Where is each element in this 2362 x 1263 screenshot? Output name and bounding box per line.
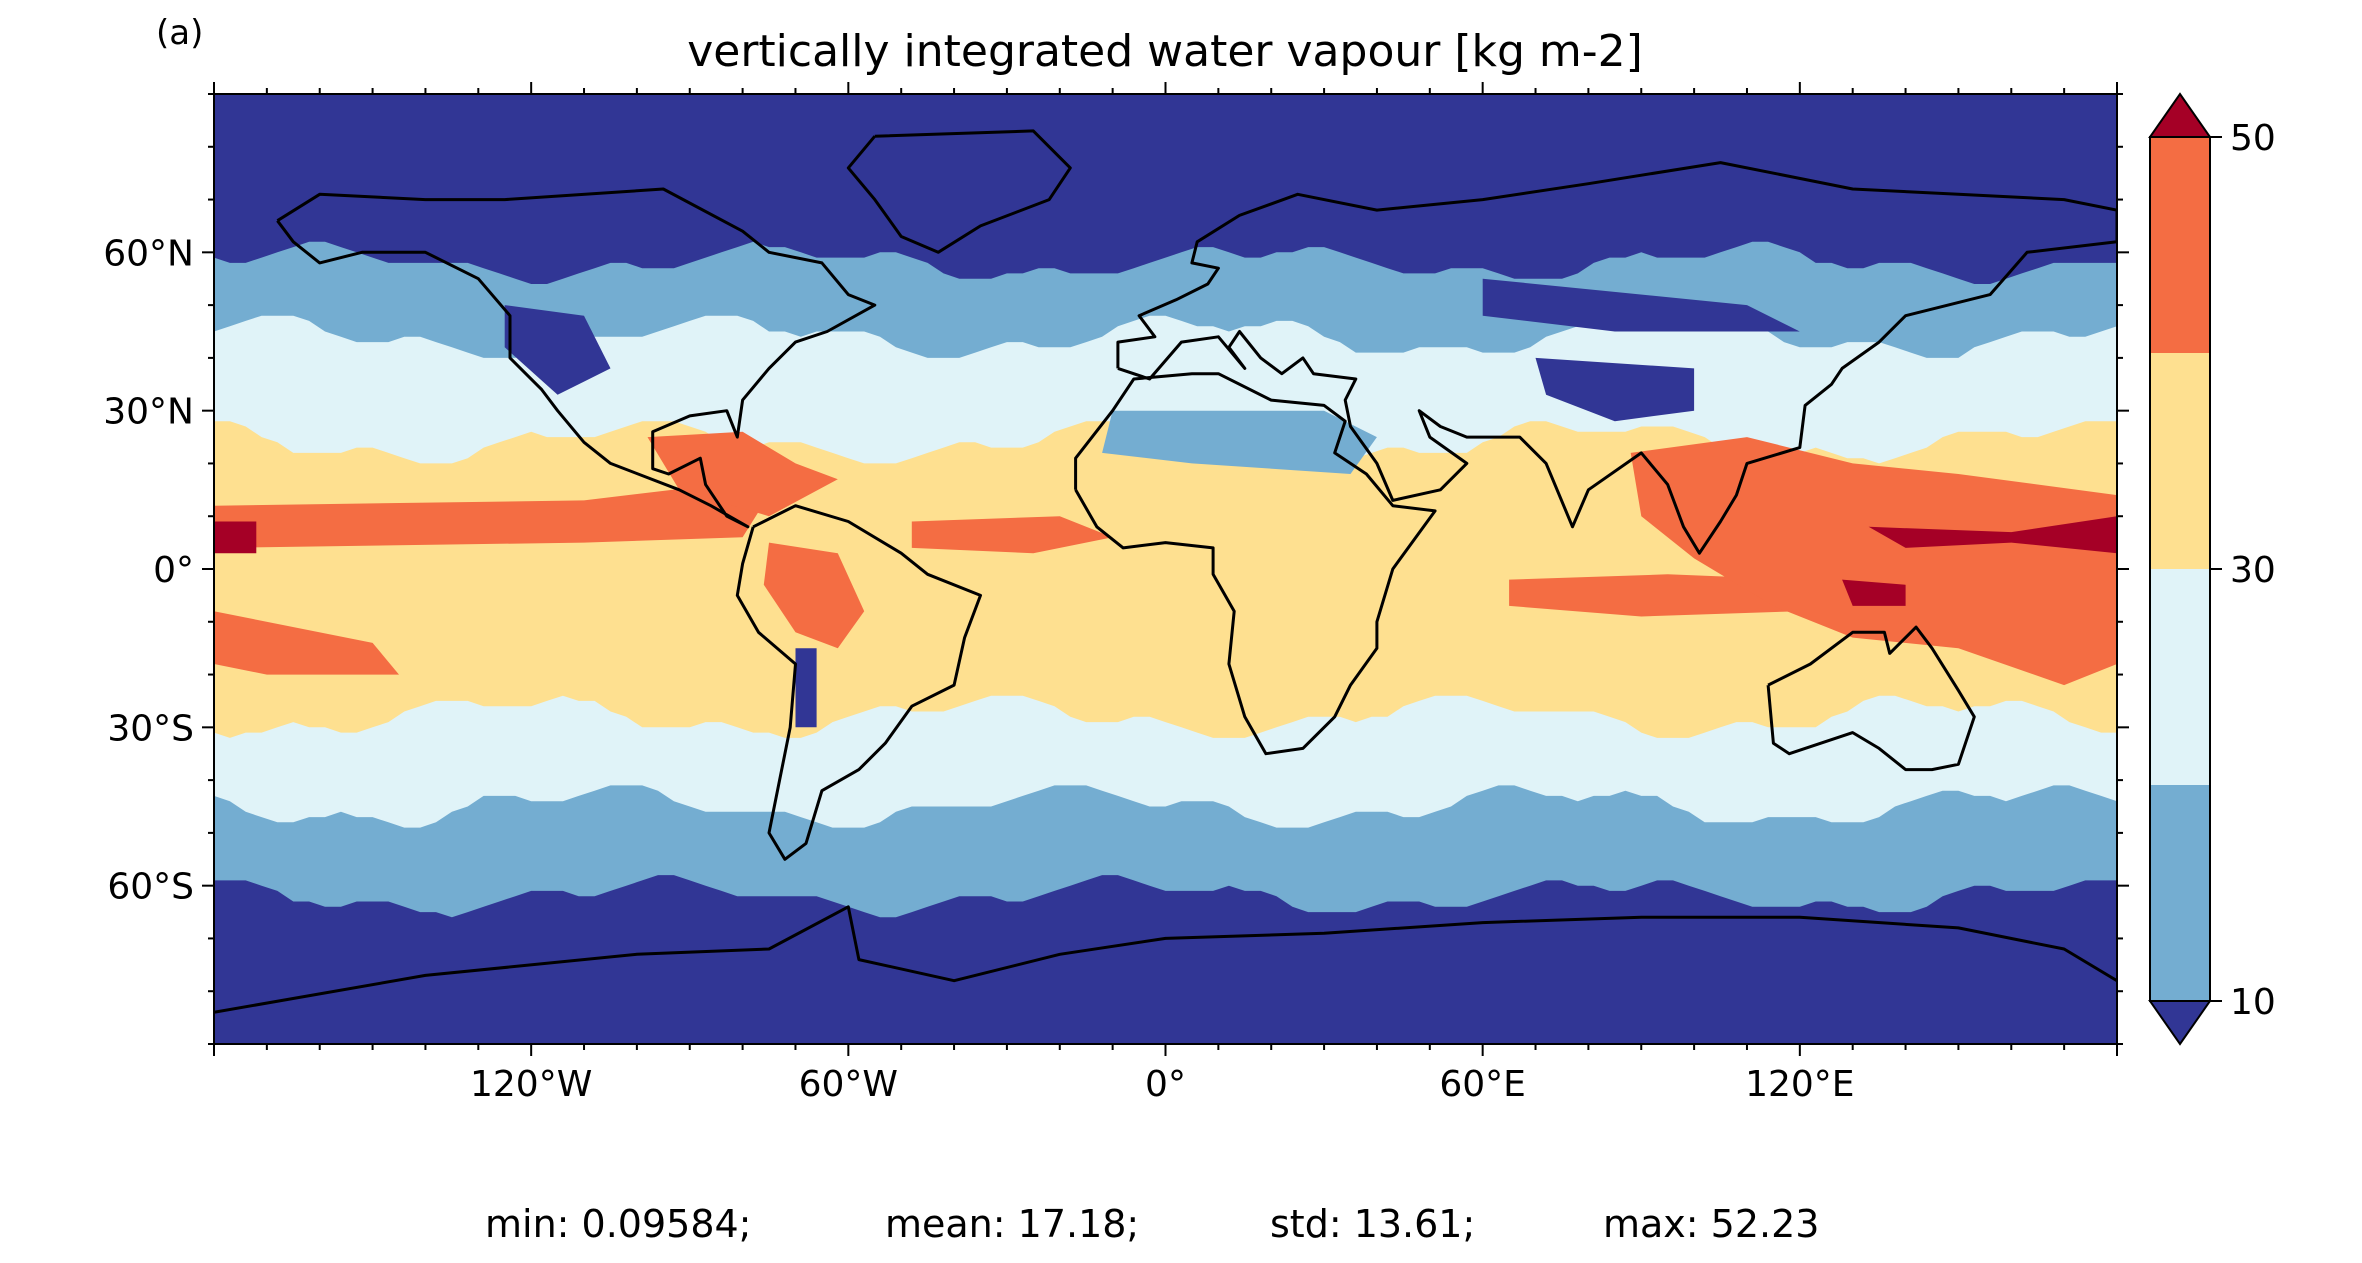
moist-patch-indian-ocean — [1509, 574, 1800, 617]
moist-patch-amazon — [763, 542, 865, 649]
stat-min: min: 0.09584; — [485, 1202, 751, 1246]
moist-patch-maritime — [1630, 437, 2117, 686]
moist-patch-atlantic-itcz — [911, 516, 1113, 554]
coast-australia — [1766, 625, 1976, 772]
y-axis: 60°N 30°N 0° 30°S 60°S — [103, 93, 2129, 1045]
colorbar-tick-label: 10 — [2230, 982, 2276, 1023]
coast-africa-eurasia — [1074, 372, 1437, 756]
colorbar-segment — [2150, 137, 2210, 353]
dry-patch-rockies — [504, 305, 611, 395]
y-tick-label: 0° — [153, 550, 194, 591]
dry-patch-sahara — [1102, 410, 1377, 474]
moist-patch-indonesia-max — [1842, 579, 1906, 606]
stat-mean: mean: 17.18; — [885, 1202, 1139, 1246]
dry-patch-andes — [795, 648, 817, 728]
y-tick-label: 60°N — [103, 233, 194, 274]
colorbar-segment — [2150, 785, 2210, 1001]
y-tick-label: 60°S — [107, 867, 194, 908]
dry-patch-tibet — [1535, 357, 1695, 422]
x-axis: 120°W 60°W 0° 60°E 120°E — [213, 82, 2118, 1105]
coast-north-america — [276, 187, 877, 529]
y-tick-label: 30°S — [107, 708, 194, 749]
x-tick-label: 60°W — [799, 1064, 898, 1105]
colorbar-tick-label: 30 — [2230, 550, 2276, 591]
dry-patch-asia — [1482, 278, 1800, 332]
map-title: vertically integrated water vapour [kg m… — [687, 26, 1643, 77]
panel-label: (a) — [156, 13, 203, 53]
x-tick-label: 120°E — [1745, 1064, 1854, 1105]
coast-south-america — [735, 504, 982, 861]
coast-greenland — [846, 129, 1072, 254]
stat-max: max: 52.23 — [1603, 1202, 1819, 1246]
x-tick-label: 120°W — [470, 1064, 592, 1105]
moist-patch-south-pacific — [214, 611, 399, 675]
x-tick-label: 60°E — [1439, 1064, 1526, 1105]
colorbar-extend-max — [2148, 92, 2212, 138]
moist-patch-east-pacific — [214, 484, 769, 548]
stat-std: std: 13.61; — [1270, 1202, 1475, 1246]
moist-patch-caribbean — [647, 431, 838, 517]
coastlines — [214, 129, 2117, 1014]
map-field — [214, 94, 2117, 1044]
y-tick-label: 30°N — [103, 392, 194, 433]
colorbar-extend-min — [2148, 1000, 2212, 1046]
moist-patch-west-pacific — [1868, 516, 2117, 554]
colorbar: 10 30 50 — [2148, 92, 2276, 1046]
colorbar-segment — [2150, 569, 2210, 785]
x-tick-label: 0° — [1145, 1064, 1186, 1105]
moist-patch-east-pacific-max — [214, 521, 257, 554]
colorbar-tick-label: 50 — [2230, 118, 2276, 159]
coast-europe-asia — [1116, 161, 2117, 555]
colorbar-segment — [2150, 353, 2210, 569]
coast-antarctica — [214, 905, 2117, 1014]
